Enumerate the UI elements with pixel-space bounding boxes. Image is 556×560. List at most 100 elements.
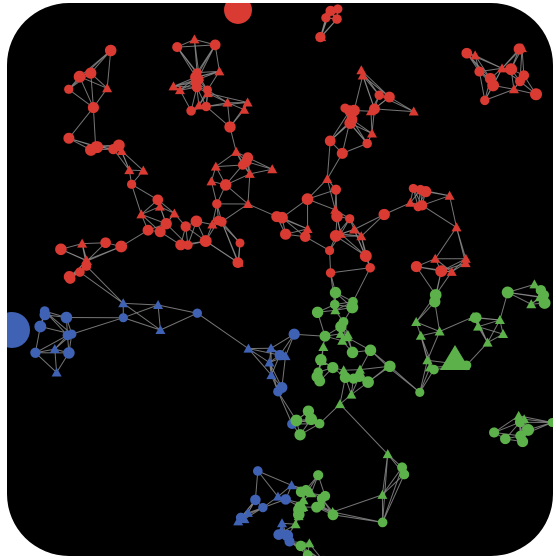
node <box>451 222 462 232</box>
node <box>168 81 179 91</box>
node <box>416 200 428 211</box>
edge <box>374 108 414 113</box>
node <box>231 146 242 156</box>
node <box>513 43 525 55</box>
node <box>319 330 331 342</box>
edge <box>439 316 474 332</box>
edge <box>329 110 351 142</box>
node <box>210 161 221 171</box>
node <box>415 387 425 398</box>
node <box>180 221 191 232</box>
node <box>258 502 268 513</box>
node <box>313 367 323 377</box>
node <box>63 132 75 144</box>
node <box>339 371 351 384</box>
node <box>153 300 164 310</box>
node <box>272 491 283 501</box>
edge <box>420 335 428 361</box>
edge <box>86 246 122 261</box>
node <box>364 344 377 357</box>
node <box>330 184 342 195</box>
edge <box>123 304 159 319</box>
node <box>311 501 323 513</box>
node <box>484 73 496 85</box>
hub-node <box>440 345 470 370</box>
node <box>530 88 542 101</box>
node <box>415 330 426 340</box>
edge <box>79 271 124 304</box>
node <box>322 174 333 184</box>
node <box>244 168 255 178</box>
node <box>91 141 104 154</box>
edge <box>131 184 142 215</box>
node <box>494 314 505 324</box>
edge <box>71 317 124 335</box>
edge <box>449 195 457 228</box>
node <box>346 389 357 399</box>
node <box>174 85 185 95</box>
node <box>190 215 203 228</box>
node <box>189 34 200 44</box>
node <box>522 423 535 436</box>
node <box>505 63 518 76</box>
node <box>489 427 500 438</box>
edge <box>277 391 293 425</box>
node <box>461 47 473 59</box>
node <box>276 518 287 528</box>
node <box>64 84 74 94</box>
node <box>435 265 448 278</box>
node <box>115 240 128 253</box>
node <box>154 226 166 238</box>
node <box>429 364 439 375</box>
node <box>118 313 128 323</box>
node <box>175 239 187 251</box>
node <box>327 509 339 521</box>
node <box>152 194 164 206</box>
node <box>329 299 340 310</box>
node <box>302 405 315 417</box>
node <box>222 97 233 107</box>
edge <box>90 73 94 108</box>
node <box>239 104 250 114</box>
edge <box>123 317 161 331</box>
node <box>526 299 537 309</box>
node <box>102 83 113 93</box>
node <box>382 361 393 371</box>
node <box>313 470 324 481</box>
node <box>214 66 225 76</box>
node <box>335 320 347 333</box>
node <box>325 5 336 17</box>
node <box>124 165 135 175</box>
edge <box>330 267 371 274</box>
node <box>224 121 236 133</box>
node <box>271 211 283 223</box>
node <box>30 347 41 358</box>
node <box>290 519 301 529</box>
node <box>342 332 353 342</box>
edge <box>381 467 403 496</box>
edge <box>123 302 159 306</box>
node <box>250 494 261 506</box>
node <box>60 311 73 324</box>
node <box>288 328 300 340</box>
edge <box>326 178 336 210</box>
node <box>348 373 359 384</box>
node <box>383 91 395 103</box>
node <box>298 495 309 505</box>
edge <box>205 240 239 264</box>
node <box>51 367 62 377</box>
node <box>325 246 335 256</box>
node <box>213 215 224 226</box>
node <box>331 210 343 223</box>
node <box>85 67 97 79</box>
node <box>276 525 287 535</box>
edge <box>421 204 457 228</box>
node <box>186 105 196 116</box>
edge <box>249 168 273 175</box>
edge <box>177 44 216 48</box>
node <box>318 342 329 352</box>
edge <box>326 140 331 180</box>
node <box>324 135 336 147</box>
node <box>267 164 278 174</box>
